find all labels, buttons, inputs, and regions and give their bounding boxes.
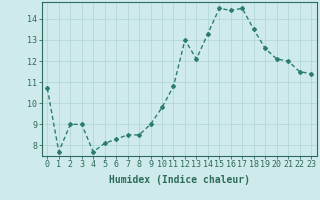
X-axis label: Humidex (Indice chaleur): Humidex (Indice chaleur) xyxy=(109,175,250,185)
